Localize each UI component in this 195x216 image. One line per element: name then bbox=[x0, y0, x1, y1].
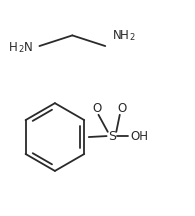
Text: N: N bbox=[113, 29, 122, 42]
Text: 2: 2 bbox=[130, 33, 135, 42]
Text: O: O bbox=[117, 102, 126, 114]
Text: OH: OH bbox=[130, 130, 148, 143]
Text: H: H bbox=[8, 41, 17, 54]
Text: 2: 2 bbox=[19, 45, 24, 54]
Text: S: S bbox=[108, 130, 116, 143]
Text: H: H bbox=[120, 29, 129, 42]
Text: O: O bbox=[92, 102, 101, 114]
Text: N: N bbox=[24, 41, 33, 54]
